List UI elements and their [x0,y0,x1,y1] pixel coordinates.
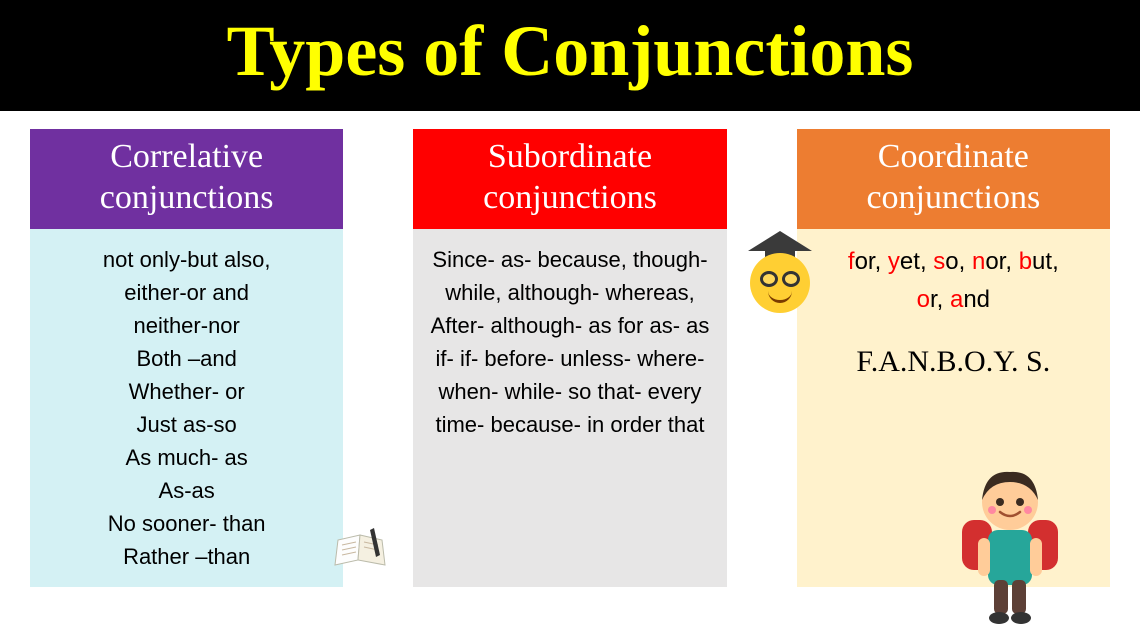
header-text: conjunctions [100,179,274,216]
fanboys-words: for, yet, so, nor, but,or, and [807,243,1100,320]
page-title: Types of Conjunctions [0,10,1140,93]
list-item: No sooner- than [40,507,333,540]
correlative-column: Correlative conjunctions not only-but al… [30,129,343,587]
subordinate-body: Since- as- because, though- while, altho… [413,229,726,587]
correlative-body: not only-but also, either-or and neither… [30,229,343,587]
header-text: Correlative [110,138,263,175]
list-item: Rather –than [40,540,333,573]
notebook-icon [330,525,390,575]
subordinate-header: Subordinate conjunctions [413,129,726,229]
list-item: not only-but also, [40,243,333,276]
boy-student-icon [940,460,1080,630]
coordinate-header: Coordinate conjunctions [797,129,1110,229]
header-text: conjunctions [483,179,657,216]
header-text: conjunctions [866,179,1040,216]
subordinate-column: Subordinate conjunctions Since- as- beca… [413,129,726,587]
list-item: neither-nor [40,309,333,342]
list-item: either-or and [40,276,333,309]
header-text: Coordinate [878,138,1029,175]
list-item: Whether- or [40,375,333,408]
title-bar: Types of Conjunctions [0,0,1140,111]
header-text: Subordinate [488,138,652,175]
list-item: Just as-so [40,408,333,441]
fanboys-acronym: F.A.N.B.O.Y. S. [807,339,1100,384]
list-item: As much- as [40,441,333,474]
graduate-emoji-icon [740,225,820,315]
subordinate-text: Since- as- because, though- while, altho… [423,243,716,441]
list-item: Both –and [40,342,333,375]
correlative-header: Correlative conjunctions [30,129,343,229]
list-item: As-as [40,474,333,507]
